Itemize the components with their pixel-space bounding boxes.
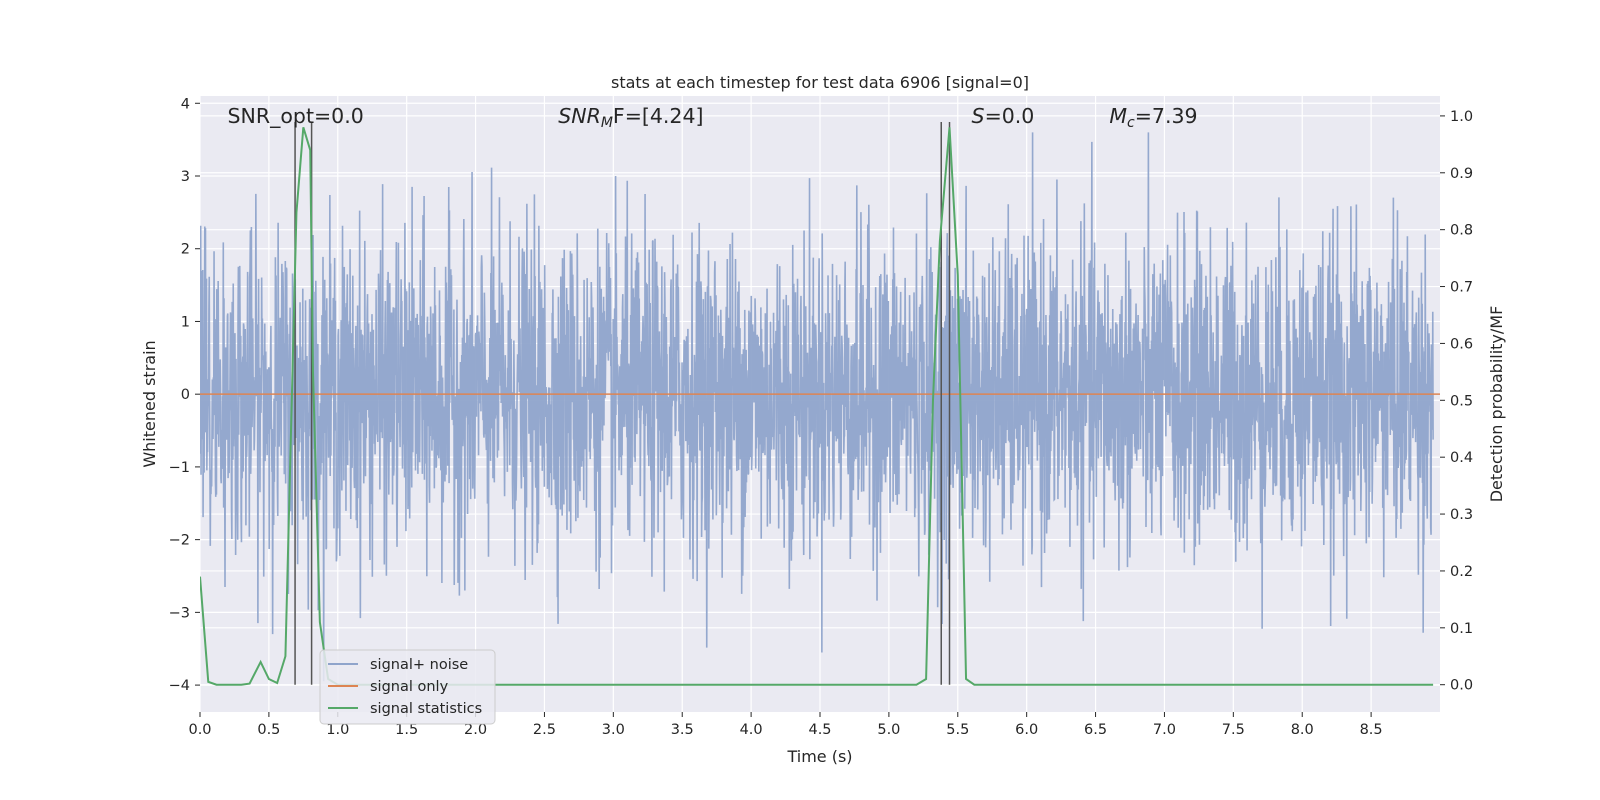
legend-label-stats: signal statistics bbox=[370, 701, 482, 717]
y2-tick-label: 0.3 bbox=[1450, 507, 1473, 523]
y-tick-label: −4 bbox=[169, 678, 190, 694]
annotations: SNR_opt=0.0 SNRMF=[4.24] S=0.0 Mc=7.39 bbox=[228, 104, 1198, 131]
y2-tick-label: 0.9 bbox=[1450, 166, 1473, 182]
x-tick-label: 0.0 bbox=[188, 722, 211, 738]
x-axis-label: Time (s) bbox=[786, 747, 852, 766]
annotation-2: S=0.0 bbox=[972, 104, 1035, 128]
y-tick-labels: 4 3 2 1 0 −1 −2 −3 −4 bbox=[169, 96, 200, 694]
y-tick-label: 1 bbox=[181, 314, 190, 330]
x-tick-label: 3.5 bbox=[671, 722, 694, 738]
y2-tick-label: 0.6 bbox=[1450, 336, 1473, 352]
x-tick-label: 8.5 bbox=[1360, 722, 1383, 738]
y-tick-label: 4 bbox=[181, 96, 190, 112]
y2-tick-label: 1.0 bbox=[1450, 109, 1473, 125]
x-tick-label: 1.5 bbox=[395, 722, 418, 738]
y-tick-label: 3 bbox=[181, 169, 190, 185]
annotation-1: SNRMF=[4.24] bbox=[558, 104, 703, 131]
y2-tick-label: 0.0 bbox=[1450, 678, 1473, 694]
legend-label-noise: signal+ noise bbox=[370, 657, 468, 673]
x-tick-label: 2.5 bbox=[533, 722, 556, 738]
x-tick-label: 4.0 bbox=[740, 722, 763, 738]
x-tick-label: 5.0 bbox=[877, 722, 900, 738]
y2-tick-label: 0.7 bbox=[1450, 280, 1473, 296]
annotation-3: Mc=7.39 bbox=[1109, 104, 1197, 131]
y2-tick-label: 0.1 bbox=[1450, 621, 1473, 637]
y2-tick-label: 0.4 bbox=[1450, 450, 1473, 466]
noise-trace bbox=[200, 132, 1434, 682]
chart-title: stats at each timestep for test data 690… bbox=[611, 73, 1029, 92]
y2-tick-labels: 1.0 0.9 0.8 0.7 0.6 0.5 0.4 0.3 0.2 0.1 0.0 bbox=[1440, 109, 1473, 694]
y2-tick-label: 0.5 bbox=[1450, 393, 1473, 409]
x-tick-label: 0.5 bbox=[257, 722, 280, 738]
y-tick-label: −3 bbox=[169, 605, 190, 621]
x-tick-labels: 0.0 0.5 1.0 1.5 2.0 2.5 3.0 3.5 4.0 4.5 5.0 5.5 6.0 6… bbox=[188, 712, 1383, 738]
x-tick-label: 5.5 bbox=[946, 722, 969, 738]
y-tick-label: −1 bbox=[169, 460, 190, 476]
y-tick-label: −2 bbox=[169, 533, 190, 549]
x-tick-label: 1.0 bbox=[326, 722, 349, 738]
y-tick-label: 2 bbox=[181, 242, 190, 258]
x-tick-label: 6.0 bbox=[1015, 722, 1038, 738]
legend-box bbox=[319, 649, 496, 725]
y-axis-label: Whitened strain bbox=[140, 340, 159, 467]
x-tick-label: 6.5 bbox=[1084, 722, 1107, 738]
y2-axis-label: Detection probability/MF bbox=[1487, 306, 1506, 503]
legend: signal+ noise signal only signal statist… bbox=[319, 649, 496, 725]
series-signal-plus-noise bbox=[200, 132, 1434, 682]
x-tick-label: 4.5 bbox=[808, 722, 831, 738]
x-tick-label: 7.5 bbox=[1222, 722, 1245, 738]
y-tick-label: 0 bbox=[181, 387, 190, 403]
y2-tick-label: 0.8 bbox=[1450, 223, 1473, 239]
x-tick-label: 7.0 bbox=[1153, 722, 1176, 738]
x-tick-label: 3.0 bbox=[602, 722, 625, 738]
x-tick-label: 2.0 bbox=[464, 722, 487, 738]
y2-tick-label: 0.2 bbox=[1450, 564, 1473, 580]
annotation-0: SNR_opt=0.0 bbox=[228, 104, 364, 129]
legend-label-signal: signal only bbox=[370, 679, 449, 695]
x-tick-label: 8.0 bbox=[1291, 722, 1314, 738]
